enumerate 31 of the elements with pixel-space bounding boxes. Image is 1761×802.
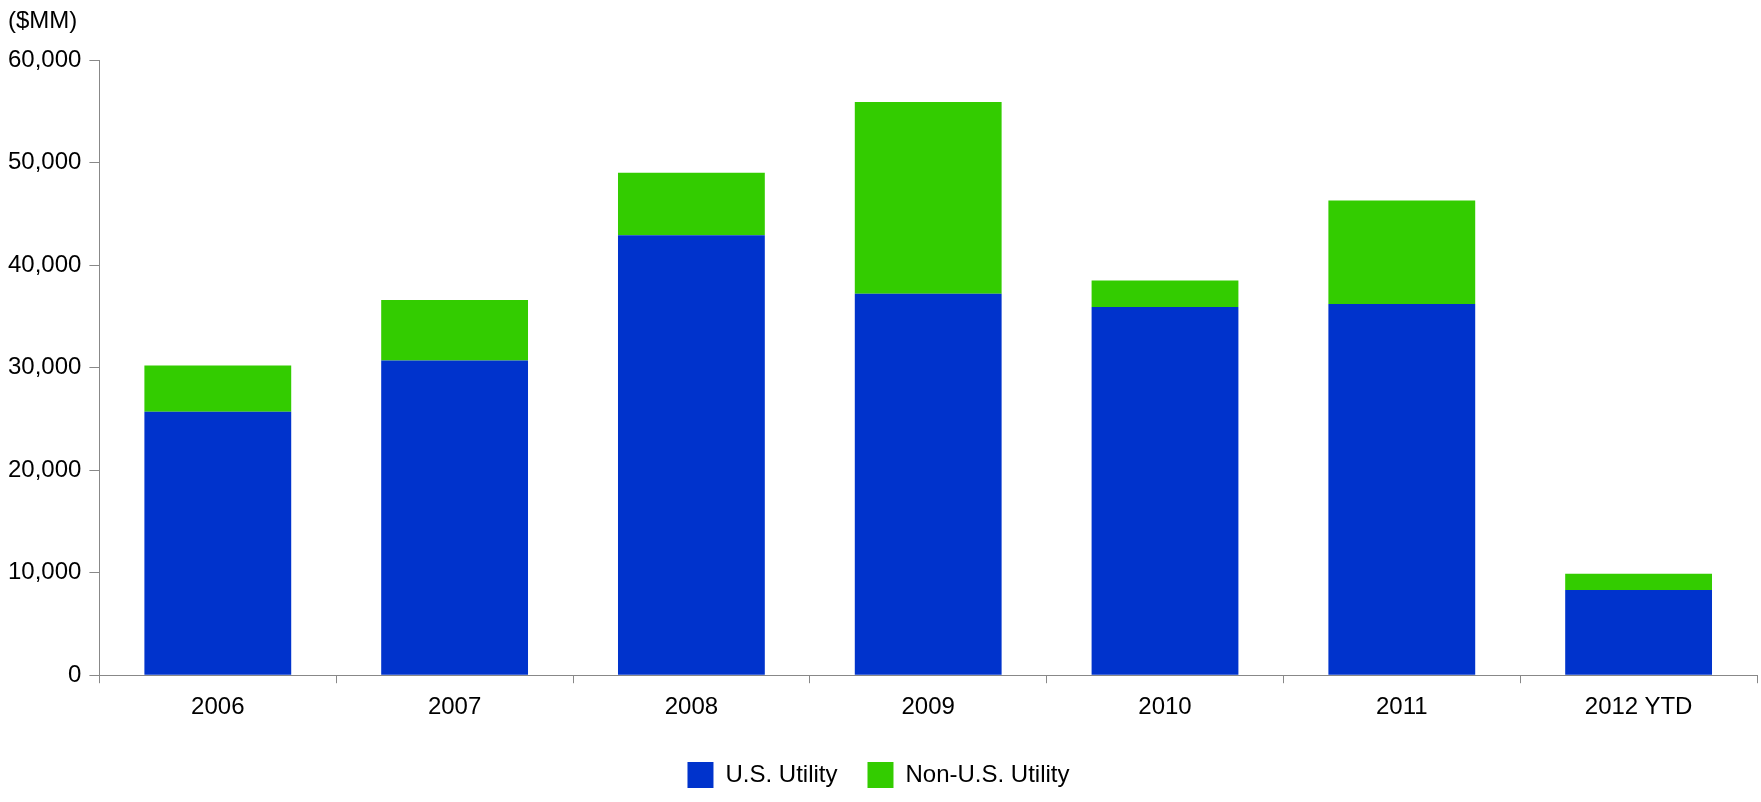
y-tick-label: 0 xyxy=(68,659,82,687)
y-tick-label: 20,000 xyxy=(8,454,82,482)
bar xyxy=(1328,304,1476,675)
y-tick-label: 60,000 xyxy=(8,44,82,72)
bar xyxy=(618,235,765,675)
bar xyxy=(1328,200,1476,305)
bar xyxy=(618,172,765,236)
bar xyxy=(1091,307,1239,675)
y-tick-label: 30,000 xyxy=(8,352,82,380)
legend-label: Non-U.S. Utility xyxy=(905,759,1070,787)
x-tick-label: 2007 xyxy=(427,692,482,720)
y-tick-label: 50,000 xyxy=(8,147,82,175)
bar xyxy=(381,360,529,675)
x-tick-label: 2009 xyxy=(901,692,955,720)
y-tick-label: 10,000 xyxy=(8,557,82,585)
x-tick-label: 2012 YTD xyxy=(1584,692,1693,720)
bar xyxy=(1565,590,1713,675)
bar xyxy=(381,299,529,361)
x-tick-label: 2006 xyxy=(191,692,245,720)
x-tick-label: 2010 xyxy=(1138,692,1192,720)
y-axis-title: ($MM) xyxy=(8,6,78,34)
legend-label: U.S. Utility xyxy=(725,759,838,787)
bar xyxy=(144,365,292,412)
bar xyxy=(144,411,292,675)
bar xyxy=(1565,573,1713,591)
bar xyxy=(1091,280,1239,308)
y-tick-label: 40,000 xyxy=(8,249,82,277)
x-tick-label: 2011 xyxy=(1376,692,1428,720)
bar xyxy=(854,293,1002,675)
bar xyxy=(854,102,1002,294)
x-tick-label: 2008 xyxy=(664,692,719,720)
